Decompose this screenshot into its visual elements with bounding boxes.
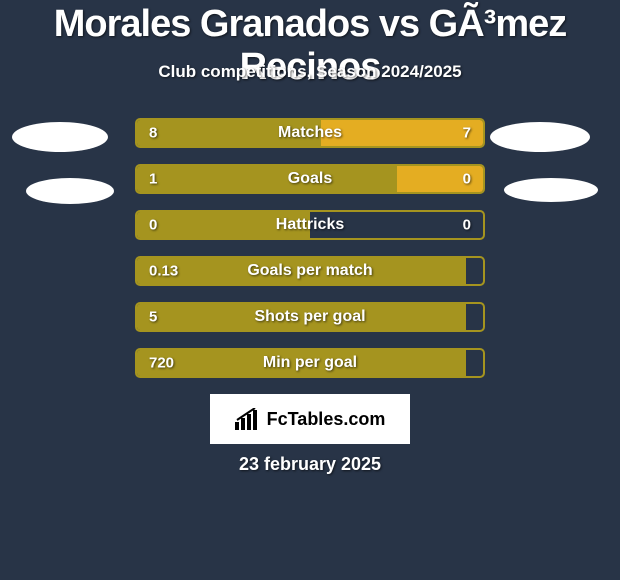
stat-row: 8 7 Matches xyxy=(135,118,485,148)
avatar-placeholder-1 xyxy=(26,178,114,204)
stat-row: 5 Shots per goal xyxy=(135,302,485,332)
date-label: 23 february 2025 xyxy=(0,454,620,475)
stat-value-right: 0 xyxy=(463,217,471,234)
stat-label: Shots per goal xyxy=(254,308,365,326)
avatar-placeholder-0 xyxy=(12,122,108,152)
stat-value-left: 0.13 xyxy=(149,263,178,280)
watermark: FcTables.com xyxy=(210,394,410,444)
stats-container: 8 7 Matches 1 0 Goals 0 0 Hattricks 0.13 Goals per… xyxy=(0,118,620,394)
chart-icon xyxy=(235,408,261,430)
stat-row: 0.13 Goals per match xyxy=(135,256,485,286)
stat-label: Goals xyxy=(288,170,332,188)
avatar-placeholder-2 xyxy=(490,122,590,152)
stat-label: Min per goal xyxy=(263,354,357,372)
stat-label: Hattricks xyxy=(276,216,344,234)
stat-value-left: 720 xyxy=(149,355,174,372)
stat-fill-right xyxy=(321,120,483,146)
stat-value-left: 5 xyxy=(149,309,157,326)
stat-value-left: 8 xyxy=(149,125,157,142)
watermark-text: FcTables.com xyxy=(267,409,386,430)
stat-row: 720 Min per goal xyxy=(135,348,485,378)
stat-value-right: 7 xyxy=(463,125,471,142)
stat-row: 0 0 Hattricks xyxy=(135,210,485,240)
stat-fill-left xyxy=(137,166,397,192)
stat-rows: 8 7 Matches 1 0 Goals 0 0 Hattricks 0.13 Goals per… xyxy=(135,118,485,378)
stat-value-left: 1 xyxy=(149,171,157,188)
stat-value-left: 0 xyxy=(149,217,157,234)
page-subtitle: Club competitions, Season 2024/2025 xyxy=(0,62,620,82)
avatar-placeholder-3 xyxy=(504,178,598,202)
stat-label: Goals per match xyxy=(247,262,372,280)
stat-label: Matches xyxy=(278,124,342,142)
stat-row: 1 0 Goals xyxy=(135,164,485,194)
stat-value-right: 0 xyxy=(463,171,471,188)
